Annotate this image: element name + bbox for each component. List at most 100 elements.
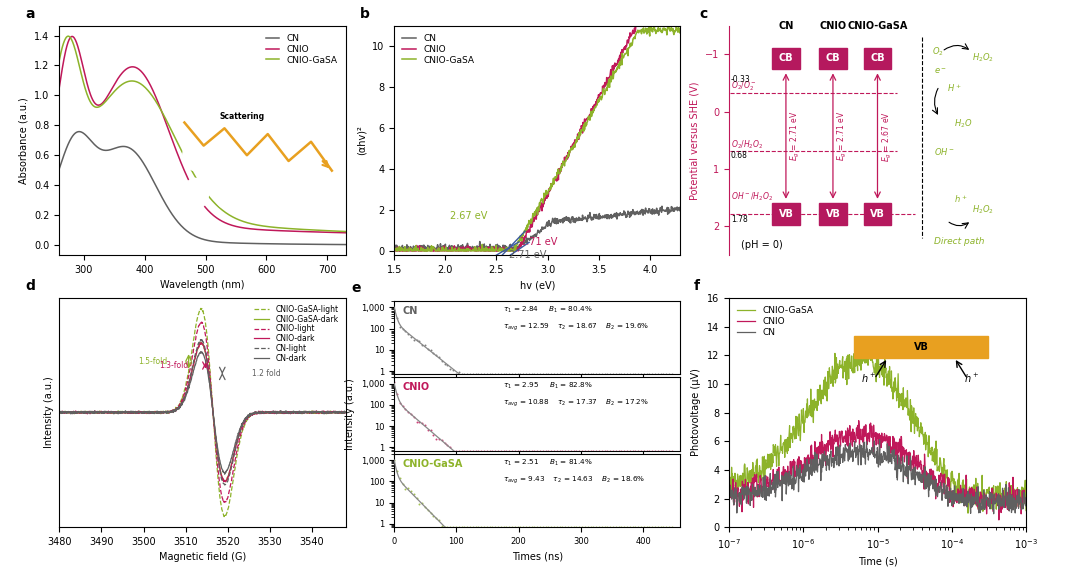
Point <box>612 446 630 456</box>
Point <box>408 335 426 344</box>
CNIO <box>741 487 754 494</box>
CNIO <box>948 497 961 504</box>
Bar <box>820 48 847 69</box>
Point <box>408 417 426 426</box>
CNIO-light <box>195 319 208 325</box>
CN-dark <box>168 407 181 414</box>
CNIO <box>339 229 352 236</box>
Point <box>545 446 563 456</box>
Point <box>549 446 566 456</box>
Text: $\tau_1$ = 2.84     $B_1$ = 80.4%: $\tau_1$ = 2.84 $B_1$ = 80.4% <box>503 304 593 315</box>
Point <box>478 446 496 456</box>
Point <box>470 370 487 379</box>
CNIO <box>903 449 916 456</box>
Point <box>633 523 650 532</box>
CNIO-GaSA-dark <box>339 409 352 416</box>
CNIO <box>610 60 623 67</box>
Point <box>584 370 602 379</box>
Point <box>624 446 642 456</box>
CNIO-GaSA <box>478 248 491 254</box>
Legend: CN, CNIO, CNIO-GaSA: CN, CNIO, CNIO-GaSA <box>262 30 341 68</box>
Point <box>486 370 503 379</box>
CNIO <box>913 457 926 464</box>
Point <box>523 446 540 456</box>
CNIO <box>53 83 66 90</box>
CNIO-light <box>251 410 264 417</box>
Point <box>565 370 582 379</box>
Point <box>498 523 515 532</box>
X-axis label: Time (s): Time (s) <box>858 556 897 566</box>
Point <box>579 446 596 456</box>
Point <box>445 446 462 456</box>
Point <box>638 446 656 456</box>
Point <box>475 370 492 379</box>
Point <box>654 370 672 379</box>
CNIO <box>993 516 1005 523</box>
Point <box>663 370 680 379</box>
Point <box>649 446 666 456</box>
Point <box>537 446 554 456</box>
Point <box>554 523 571 532</box>
Point <box>652 523 670 532</box>
CNIO-dark <box>219 478 232 485</box>
Point <box>507 446 524 456</box>
Point <box>633 446 650 456</box>
Text: CB: CB <box>825 53 840 64</box>
Point <box>649 370 666 379</box>
CNIO-dark <box>82 409 95 416</box>
Point <box>507 523 524 532</box>
CNIO-GaSA-light <box>282 409 295 415</box>
Point <box>464 523 482 532</box>
Point <box>422 425 440 434</box>
Point <box>453 370 470 379</box>
Point <box>579 523 596 532</box>
Point <box>492 370 510 379</box>
Line: CNIO-GaSA: CNIO-GaSA <box>394 24 680 251</box>
CNIO-GaSA <box>189 174 202 181</box>
Point <box>658 523 675 532</box>
Point <box>484 523 501 532</box>
CN <box>189 233 202 240</box>
Point <box>495 370 512 379</box>
Point <box>405 412 422 421</box>
Point <box>461 446 478 456</box>
Text: b: b <box>360 7 369 21</box>
Point <box>598 370 616 379</box>
Point <box>450 367 468 376</box>
CNIO-GaSA <box>861 342 874 349</box>
CNIO <box>723 493 735 500</box>
Y-axis label: Absorbance (a.u.): Absorbance (a.u.) <box>18 97 29 184</box>
Point <box>481 523 498 532</box>
Text: $O_2$: $O_2$ <box>932 45 944 58</box>
Line: CNIO: CNIO <box>394 11 680 251</box>
Point <box>663 446 680 456</box>
Line: CN: CN <box>394 206 680 251</box>
Text: $\tau_1$ = 2.95     $B_1$ = 82.8%: $\tau_1$ = 2.95 $B_1$ = 82.8% <box>503 381 593 391</box>
CNIO-GaSA <box>469 244 482 250</box>
Point <box>646 446 663 456</box>
Point <box>442 523 459 532</box>
Point <box>549 370 566 379</box>
Point <box>498 370 515 379</box>
CN <box>388 244 401 250</box>
Point <box>598 446 616 456</box>
CN <box>903 466 916 473</box>
Text: f: f <box>693 280 700 293</box>
Point <box>610 446 627 456</box>
Point <box>596 523 613 532</box>
Point <box>584 523 602 532</box>
CNIO-dark <box>194 339 207 346</box>
Point <box>607 370 624 379</box>
Text: CNIO: CNIO <box>403 382 430 393</box>
CN-light <box>282 410 295 417</box>
Point <box>616 370 633 379</box>
CN <box>978 503 991 510</box>
Point <box>521 523 538 532</box>
CN <box>987 511 1000 517</box>
CN <box>656 203 669 210</box>
Line: CN: CN <box>729 439 1026 514</box>
Text: $OH^-$: $OH^-$ <box>934 146 956 156</box>
Text: 1.3-fold: 1.3-fold <box>160 361 189 370</box>
Point <box>475 446 492 456</box>
Point <box>584 446 602 456</box>
